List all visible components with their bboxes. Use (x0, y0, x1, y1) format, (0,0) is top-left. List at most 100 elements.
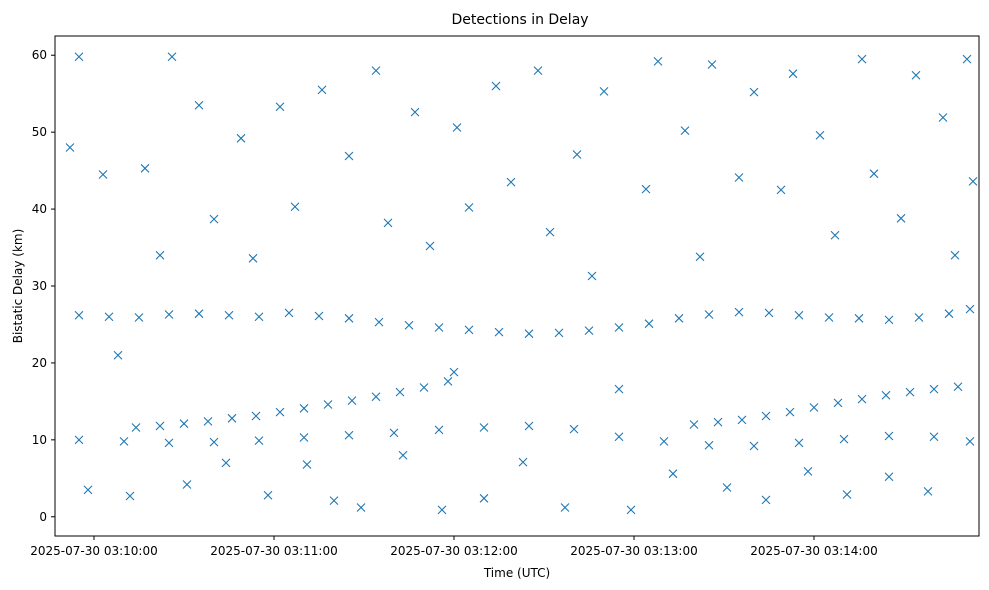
y-tick-label: 20 (32, 356, 47, 370)
data-point (248, 253, 258, 263)
data-point (560, 503, 570, 512)
data-point (224, 310, 234, 320)
data-point (734, 307, 744, 317)
data-point (251, 411, 261, 421)
data-point (134, 313, 144, 322)
data-point (164, 438, 174, 448)
data-point (938, 113, 948, 122)
data-point (833, 398, 843, 408)
data-point (641, 184, 651, 194)
data-point (518, 457, 528, 467)
data-point (962, 54, 972, 64)
data-point (275, 407, 285, 417)
data-point (254, 312, 264, 322)
data-point (914, 313, 924, 322)
axis-ticks: 0 10 20 30 40 50 60 2025-07-30 03:10:00 2025-07-… (30, 48, 877, 558)
data-point (449, 367, 459, 377)
data-point (713, 417, 723, 427)
data-point (323, 400, 333, 409)
data-point (794, 438, 804, 448)
x-tick-label: 2025-07-30 03:11:00 (210, 544, 337, 558)
data-point (83, 485, 93, 495)
data-point (374, 317, 384, 327)
data-point (524, 329, 534, 339)
data-point (437, 505, 447, 515)
y-tick-label: 50 (32, 125, 47, 139)
data-point (626, 505, 636, 515)
data-point (98, 170, 108, 179)
data-point (464, 203, 474, 212)
data-point (236, 133, 246, 143)
data-point (524, 421, 534, 431)
data-point (404, 320, 414, 330)
data-point (614, 323, 624, 332)
data-point (179, 419, 189, 429)
y-axis-title: Bistatic Delay (km) (11, 229, 25, 344)
data-point (659, 436, 669, 446)
data-point (425, 241, 435, 251)
data-point (443, 376, 453, 386)
data-point (479, 423, 489, 432)
data-point (884, 315, 894, 325)
plot-area (65, 52, 978, 515)
data-point (164, 310, 174, 319)
data-point (383, 218, 393, 228)
data-point (884, 472, 894, 482)
data-point (395, 387, 405, 397)
plot-frame (54, 35, 980, 537)
data-point (227, 413, 237, 423)
data-point (680, 126, 690, 136)
data-point (302, 460, 312, 469)
data-point (911, 70, 921, 80)
data-point (209, 437, 219, 447)
data-point (869, 169, 879, 179)
data-point (464, 325, 474, 335)
data-point (74, 435, 84, 445)
data-point (614, 432, 624, 442)
data-point (584, 326, 594, 336)
data-point (761, 411, 771, 421)
data-point (842, 490, 852, 499)
data-point (131, 423, 141, 432)
data-point (284, 308, 294, 318)
data-point (194, 100, 204, 110)
data-point (857, 54, 867, 64)
data-point (74, 310, 84, 320)
chart-title: Detections in Delay (451, 12, 588, 28)
data-point (65, 143, 75, 152)
data-point (794, 310, 804, 320)
data-point (722, 483, 732, 492)
data-point (533, 66, 543, 76)
data-point (506, 177, 516, 187)
y-tick-label: 60 (32, 48, 47, 62)
data-point (929, 432, 939, 442)
data-point (968, 176, 978, 186)
data-point (809, 403, 819, 412)
data-point (419, 383, 429, 392)
data-point (644, 319, 654, 329)
data-point (167, 52, 177, 62)
data-point (572, 150, 582, 159)
data-point (944, 309, 954, 319)
data-point (113, 350, 123, 360)
data-point (263, 490, 273, 500)
data-point (803, 466, 813, 476)
data-point (857, 394, 867, 404)
data-point (203, 416, 213, 426)
data-point (788, 69, 798, 79)
data-point (125, 491, 135, 501)
data-point (491, 81, 501, 91)
data-point (344, 313, 354, 323)
data-point (554, 328, 564, 338)
data-point (344, 430, 354, 440)
data-point (317, 85, 327, 95)
data-point (761, 495, 771, 505)
data-point (824, 313, 834, 322)
data-point (221, 458, 231, 468)
data-point (704, 440, 714, 450)
y-tick-label: 0 (39, 510, 47, 524)
x-tick-label: 2025-07-30 03:10:00 (30, 544, 157, 558)
data-point (923, 486, 933, 496)
data-point (398, 450, 408, 460)
